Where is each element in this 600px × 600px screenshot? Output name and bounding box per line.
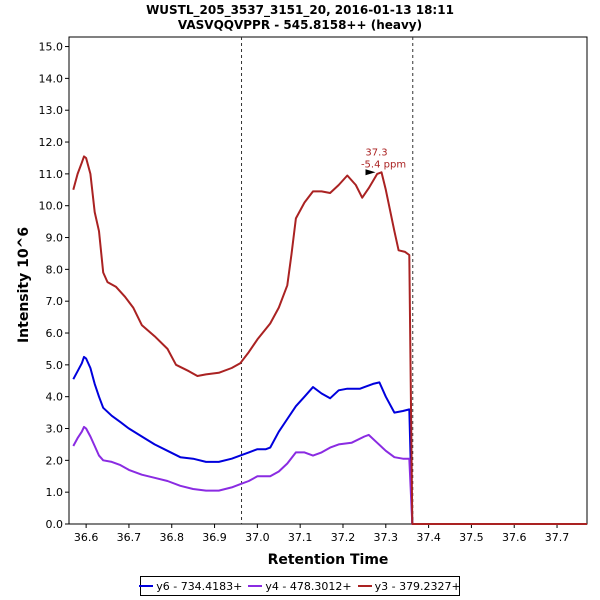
y-tick-label: 6.0	[46, 327, 64, 340]
peak-annotation: 37.3-5.4 ppm	[361, 147, 406, 176]
x-tick-label: 36.7	[117, 531, 142, 544]
x-tick-label: 37.7	[545, 531, 570, 544]
x-tick-label: 36.9	[202, 531, 227, 544]
y-tick-label: 2.0	[46, 454, 64, 467]
y-tick-label: 1.0	[46, 486, 64, 499]
y-tick-label: 12.0	[39, 136, 64, 149]
x-tick-label: 37.5	[459, 531, 484, 544]
y-tick-label: 7.0	[46, 295, 64, 308]
x-axis: 36.6 36.7 36.8 36.9 37.0 37.1 37.2 37.3 37.4 37.5…	[74, 524, 569, 544]
y-tick-label: 13.0	[39, 104, 64, 117]
chart-title: WUSTL_205_3537_3151_20, 2016-01-13 18:11	[146, 3, 454, 17]
series-line-0	[72, 355, 587, 525]
series-lines	[72, 155, 587, 525]
y-tick-label: 0.0	[46, 518, 64, 531]
y-tick-label: 9.0	[46, 232, 64, 245]
x-tick-label: 36.8	[159, 531, 184, 544]
x-tick-label: 36.6	[74, 531, 99, 544]
legend-swatch-y3	[357, 585, 372, 587]
y-tick-label: 4.0	[46, 391, 64, 404]
plot-border	[68, 36, 588, 525]
legend-label-y6: y6 - 734.4183+	[156, 579, 243, 593]
y-axis-label: Intensity 10^6	[16, 227, 32, 343]
legend-label-y4: y4 - 478.3012+	[265, 579, 352, 593]
x-tick-label: 37.6	[502, 531, 527, 544]
legend-swatch-y4	[248, 585, 263, 587]
x-tick-label: 37.2	[331, 531, 356, 544]
legend-item-y6: y6 - 734.4183+	[139, 580, 242, 593]
legend-label-y3: y3 - 379.2327+	[374, 579, 461, 593]
x-tick-label: 37.1	[288, 531, 313, 544]
chart-subtitle: VASVQQVPPR - 545.8158++ (heavy)	[177, 18, 423, 32]
y-axis: 0.0 1.0 2.0 3.0 4.0 5.0 6.0 7.0 8.0 9.0 10.0 11.0 12…	[39, 41, 69, 531]
peak-marker	[365, 169, 376, 176]
y-tick-label: 3.0	[46, 423, 64, 436]
x-axis-label: Retention Time	[268, 552, 389, 568]
series-line-2	[72, 155, 587, 525]
x-tick-label: 37.4	[416, 531, 441, 544]
plot-area	[68, 36, 588, 525]
series-line-1	[72, 425, 587, 525]
y-tick-label: 15.0	[39, 41, 64, 54]
y-tick-label: 8.0	[46, 263, 64, 276]
y-tick-label: 5.0	[46, 359, 64, 372]
x-tick-label: 37.3	[374, 531, 399, 544]
y-tick-label: 10.0	[39, 200, 64, 213]
y-tick-label: 11.0	[39, 168, 64, 181]
legend-swatch-y6	[139, 585, 154, 587]
y-tick-label: 14.0	[39, 72, 64, 85]
legend-item-y4: y4 - 478.3012+	[248, 579, 352, 593]
x-tick-label: 37.0	[245, 531, 270, 544]
peak-rt-label: 37.3	[365, 147, 387, 158]
peak-ppm-label: -5.4 ppm	[361, 159, 406, 170]
legend-item-y3: y3 - 379.2327+	[357, 579, 461, 593]
legend: y6 - 734.4183+ y4 - 478.3012+ y3 - 379.2…	[139, 576, 461, 596]
